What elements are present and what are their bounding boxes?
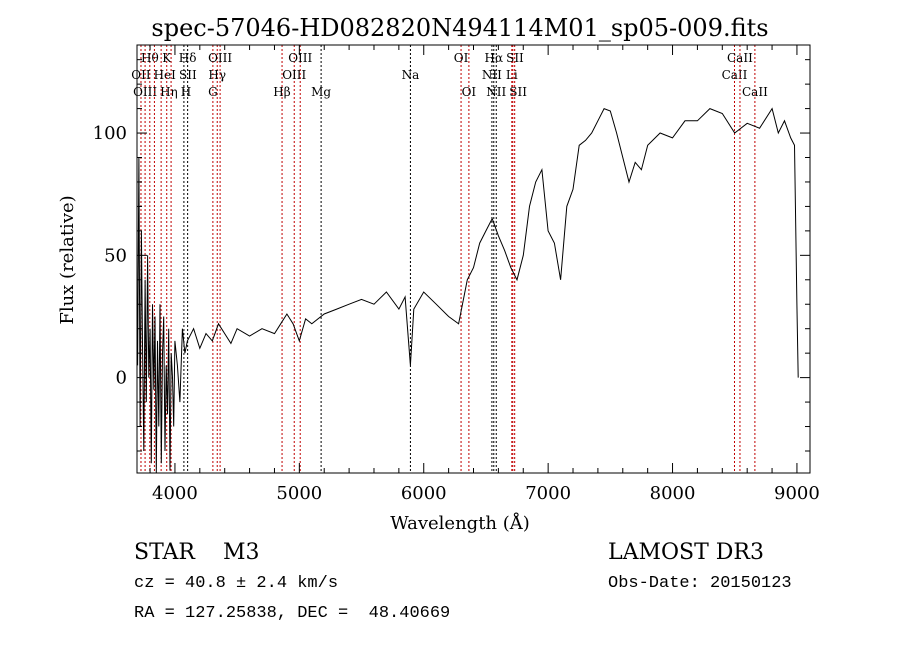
spectral-line-label: OIII — [288, 51, 312, 65]
spectral-line-label: CaII — [742, 85, 768, 99]
spectral-line-label: Hθ — [141, 51, 159, 65]
spectral-line-label: OIII — [282, 68, 306, 82]
spectral-line-label: OIII — [208, 51, 232, 65]
x-axis-label: Wavelength (Å) — [390, 512, 530, 534]
spectral-line-label: OI — [462, 85, 477, 99]
spectral-line-label: OI — [454, 51, 469, 65]
spectral-line-label: Hα — [485, 51, 504, 65]
survey-name: LAMOST DR3 — [608, 540, 764, 565]
spectral-line-label: Hη — [160, 85, 178, 99]
spectral-line-label: Hγ — [208, 68, 226, 82]
spectral-line-label: K — [162, 51, 172, 65]
spectral-line-label: HeI — [154, 68, 177, 82]
x-tick-label: 7000 — [525, 483, 571, 504]
spectral-line-label: OIII — [133, 85, 157, 99]
y-tick-label: 100 — [93, 123, 127, 144]
x-tick-label: 5000 — [276, 483, 322, 504]
redshift-cz: cz = 40.8 ± 2.4 km/s — [134, 574, 339, 593]
spectral-line-label: Mg — [311, 85, 331, 99]
spectral-line-label: CaII — [722, 68, 748, 82]
spectral-line-label: OII — [131, 68, 151, 82]
spectral-line-label: Li — [506, 68, 518, 82]
spectral-line-label: NII — [482, 68, 502, 82]
spectral-line-label: G — [208, 85, 218, 99]
y-axis-label: Flux (relative) — [57, 195, 78, 324]
y-tick-label: 0 — [116, 368, 127, 389]
spectral-line-label: H — [181, 85, 191, 99]
ra-dec: RA = 127.25838, DEC = 48.40669 — [134, 604, 451, 623]
spectrum-line — [137, 107, 799, 474]
y-tick-label: 50 — [104, 245, 127, 266]
chart-title: spec-57046-HD082820N494114M01_sp05-009.f… — [151, 14, 768, 42]
spectral-line-label: Hδ — [179, 51, 197, 65]
spectral-line-label: NII — [486, 85, 506, 99]
object-type: STAR M3 — [134, 540, 260, 565]
spectral-line-label: Na — [402, 68, 420, 82]
x-tick-label: 8000 — [650, 483, 696, 504]
x-tick-label: 6000 — [401, 483, 447, 504]
x-tick-label: 9000 — [774, 483, 820, 504]
spectral-line-label: CaII — [727, 51, 753, 65]
spectral-line-label: SII — [509, 85, 527, 99]
obs-date: Obs-Date: 20150123 — [608, 574, 792, 593]
spectral-line-label: Hβ — [273, 85, 290, 99]
x-tick-label: 4000 — [152, 483, 198, 504]
